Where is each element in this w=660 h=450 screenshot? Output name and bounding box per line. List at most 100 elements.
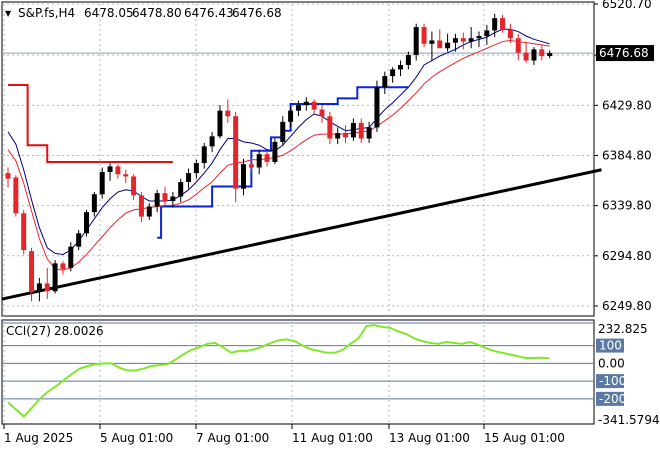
time-tick-label: 1 Aug 2025 (4, 431, 73, 445)
candle-bull (52, 260, 58, 294)
candle-bull (178, 178, 184, 203)
candle-body (280, 121, 286, 142)
cci-axis-label: 100 (599, 339, 622, 353)
candle-bull (445, 33, 451, 52)
candle-bull (217, 105, 223, 139)
candle-bull (547, 50, 553, 59)
ohlc-open: 6478.05 (84, 6, 134, 20)
candle-bear (421, 23, 427, 48)
candle-bull (76, 229, 82, 251)
cci-axis-label: 0.00 (598, 356, 625, 370)
candle-body (437, 40, 443, 49)
main-chart-panel[interactable] (1, 1, 595, 317)
candle-body (468, 38, 474, 42)
candle-bear (29, 247, 35, 302)
candle-body (193, 163, 199, 174)
candle-bear (358, 118, 364, 144)
candle-body (186, 173, 192, 183)
candle-body (350, 122, 356, 138)
candle-bear (539, 44, 545, 61)
slow-ma-line (7, 39, 550, 271)
cci-line (7, 324, 550, 419)
candle-bear (319, 105, 325, 123)
indicator-axis[interactable]: 232.825 100 0.00 -100 -200 -341.5794 (596, 322, 660, 427)
indicator-panel[interactable] (1, 319, 595, 425)
candle-body (295, 105, 301, 111)
price-tick-label: 6339.80 (602, 199, 652, 213)
candle-body (5, 173, 11, 179)
candle-bull (476, 31, 482, 48)
candle-bull (146, 203, 152, 220)
candle-bear (327, 111, 333, 145)
candle-body (115, 166, 121, 175)
time-axis[interactable]: 1 Aug 2025 5 Aug 01:00 7 Aug 01:00 11 Aug 0… (3, 424, 565, 445)
candle-bull (170, 192, 176, 208)
candle-body (99, 171, 105, 195)
cci-axis-label: -200 (599, 392, 626, 406)
candle-bull (382, 71, 388, 94)
candle-body (343, 132, 349, 138)
cci-level-badge (596, 374, 624, 389)
candle-bull (193, 159, 199, 179)
candle-body (13, 177, 19, 214)
candle-bull (209, 131, 215, 152)
candle-body (146, 206, 152, 217)
candle-bear (437, 29, 443, 49)
candle-bull (84, 209, 89, 237)
candle-body (523, 52, 529, 61)
candle-bull (154, 189, 160, 213)
candle-body (256, 154, 262, 168)
candle-body (138, 195, 144, 217)
candle-bull (413, 23, 419, 61)
candle-body (492, 18, 498, 31)
candle-body (248, 164, 254, 168)
candle-bull (429, 31, 435, 61)
candle-bear (311, 99, 317, 115)
candle-bull (280, 116, 286, 146)
ohlc-high: 6478.80 (132, 6, 182, 20)
stop-line-red (8, 84, 173, 163)
stop-line-blue (157, 86, 409, 239)
cci-layer (7, 324, 550, 419)
dropdown-arrow-icon[interactable]: ▼ (5, 9, 12, 18)
candle-body (178, 182, 184, 197)
candles-layer (5, 13, 553, 302)
candle-body (327, 116, 333, 139)
candle-bull (468, 27, 474, 49)
candle-body (539, 49, 545, 57)
candle-body (507, 29, 513, 39)
time-tick-label: 7 Aug 01:00 (196, 431, 269, 445)
candle-bear (131, 174, 137, 200)
candle-body (76, 233, 82, 247)
cci-axis-label: -100 (599, 374, 626, 388)
candle-body (225, 110, 231, 117)
time-tick-label: 15 Aug 01:00 (484, 431, 565, 445)
candle-body (209, 136, 215, 147)
candle-bear (507, 23, 513, 43)
candle-bear (460, 32, 466, 50)
symbol-title: S&P.fs,H4 (18, 6, 75, 20)
candle-bull (186, 168, 192, 189)
trendline-layer (1, 168, 602, 301)
moving-averages-layer (7, 28, 550, 271)
candle-body (460, 38, 466, 42)
cci-axis-label: -341.5794 (598, 413, 660, 427)
candle-body (358, 122, 364, 139)
candle-body (44, 283, 50, 292)
price-tick-label: 6384.80 (602, 148, 652, 162)
price-tick-label: 6429.80 (602, 98, 652, 112)
ohlc-close: 6476.68 (232, 6, 282, 20)
candle-body (21, 213, 27, 251)
candle-body (36, 283, 42, 292)
candle-body (382, 76, 388, 88)
candle-bear (500, 14, 506, 33)
candle-body (68, 246, 74, 268)
candle-bull (107, 163, 113, 181)
cci-level-badge (596, 338, 624, 353)
trendline[interactable] (1, 168, 602, 301)
price-tick-label: 6249.80 (602, 299, 652, 313)
candle-body (162, 193, 168, 201)
candle-body (217, 110, 223, 137)
candle-bull (295, 100, 301, 117)
